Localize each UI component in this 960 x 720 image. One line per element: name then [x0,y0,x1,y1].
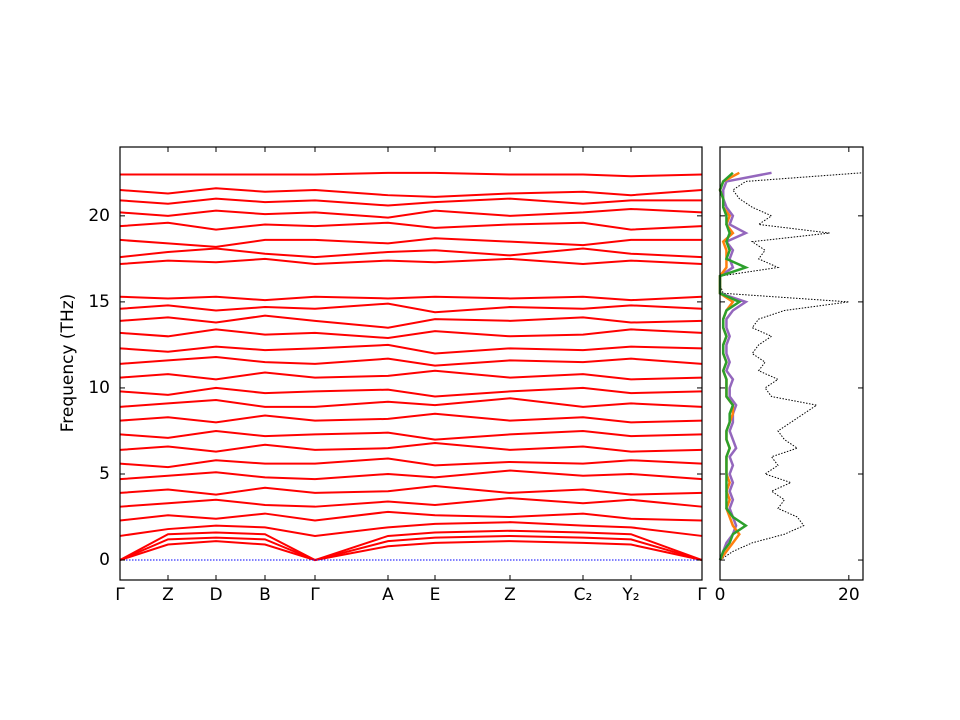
band-line [119,412,703,424]
x-tick-label: Z [162,585,174,605]
band-line [119,369,703,381]
y-axis-label: Frequency (THz) [58,294,78,433]
band-line [119,442,703,453]
y-tick-label: 0 [99,550,110,570]
band-line [119,197,702,207]
band-line [119,397,703,408]
y-tick-label: 5 [99,464,110,484]
x-tick-label: D [209,585,222,605]
y-tick-label: 15 [88,292,110,312]
band-line [119,302,703,314]
band-line [119,221,703,231]
plot-frame [119,146,703,581]
plot-frame [719,146,864,581]
x-tick-label: Z [504,585,516,605]
band-line [119,295,703,302]
band-line [119,257,703,266]
band-line [119,534,703,562]
band-line [119,429,703,441]
band-line [119,314,703,329]
band-line [119,237,702,248]
band-line [119,386,703,398]
dos-line [719,172,862,561]
x-tick-label: Γ [115,585,125,605]
x-tick-label: B [259,585,271,605]
x-tick-label: 0 [715,585,726,605]
band-line [119,187,703,198]
band-line [120,171,703,178]
band-line [119,343,703,355]
band-line [119,355,703,367]
band-line [119,497,703,508]
y-tick-label: 10 [88,378,110,398]
x-tick-label: E [430,585,441,605]
band-line [119,529,703,562]
dos-line [718,171,772,561]
band-line [119,469,703,481]
band-line [119,485,703,496]
x-tick-label: C₂ [574,585,593,605]
y-tick-label: 20 [88,206,110,226]
band-line [119,328,703,340]
x-tick-label: Γ [310,585,320,605]
band-line [119,540,703,562]
band-line [119,457,703,469]
x-tick-label: Y₂ [621,585,639,605]
x-tick-label: A [382,585,394,605]
x-tick-label: Γ [697,585,707,605]
band-line [119,510,703,522]
band-line [119,207,703,219]
x-tick-label: 20 [838,585,860,605]
band-line [119,521,703,537]
band-line [119,247,703,259]
dos-line [718,171,750,561]
